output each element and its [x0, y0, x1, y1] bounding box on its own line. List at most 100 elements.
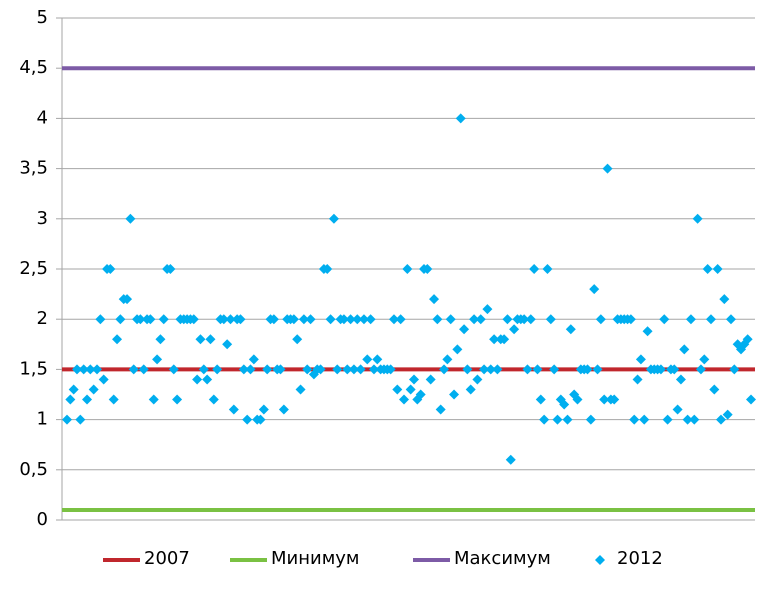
legend-label: 2007 — [144, 548, 190, 569]
point — [372, 354, 383, 365]
point — [465, 384, 476, 395]
y-tick-label: 1,5 — [19, 358, 48, 379]
point — [669, 364, 680, 375]
point — [632, 374, 643, 385]
point — [675, 374, 686, 385]
point — [65, 394, 76, 405]
point — [445, 314, 456, 325]
point — [549, 364, 560, 375]
point — [585, 414, 596, 425]
point — [98, 374, 109, 385]
point — [705, 314, 716, 325]
point — [228, 404, 239, 415]
point — [715, 414, 726, 425]
point — [449, 389, 460, 400]
point — [238, 364, 249, 375]
point — [368, 364, 379, 375]
point — [148, 394, 159, 405]
point — [429, 294, 440, 305]
point — [695, 364, 706, 375]
point — [385, 364, 396, 375]
point — [268, 314, 279, 325]
point — [629, 414, 640, 425]
point — [152, 354, 163, 365]
point — [292, 334, 303, 345]
point — [212, 364, 223, 375]
point — [402, 264, 413, 274]
point — [332, 364, 343, 375]
point — [325, 314, 336, 325]
point — [489, 334, 500, 345]
point — [302, 364, 313, 375]
point — [305, 314, 316, 325]
point — [138, 364, 149, 375]
point — [685, 314, 696, 325]
point — [522, 364, 533, 375]
point — [485, 364, 496, 375]
point — [188, 314, 199, 325]
point — [82, 394, 93, 405]
point — [409, 374, 420, 385]
y-tick-label: 5 — [37, 7, 48, 28]
point — [398, 394, 409, 405]
point — [115, 314, 126, 325]
point — [158, 314, 169, 325]
point — [625, 314, 636, 325]
point — [532, 364, 543, 375]
point — [112, 334, 123, 345]
point — [145, 314, 156, 325]
point — [92, 364, 103, 375]
point — [592, 364, 603, 375]
point — [275, 364, 286, 375]
point — [519, 314, 530, 325]
legend-label: Минимум — [271, 548, 360, 569]
point — [135, 314, 146, 325]
legend-label: 2012 — [617, 548, 663, 569]
point — [172, 394, 183, 405]
point — [452, 344, 463, 355]
point — [602, 163, 613, 174]
point — [475, 314, 486, 325]
point — [572, 394, 583, 405]
point — [128, 364, 139, 375]
point — [672, 404, 683, 415]
point — [295, 384, 306, 395]
point — [75, 414, 86, 425]
point — [545, 314, 556, 325]
point — [415, 389, 426, 400]
point — [635, 354, 646, 365]
point — [729, 364, 740, 375]
y-tick-label: 4 — [37, 107, 48, 128]
point — [225, 314, 236, 325]
point — [482, 304, 493, 315]
point — [202, 374, 213, 385]
point — [208, 394, 219, 405]
point — [722, 409, 733, 420]
point — [655, 364, 666, 375]
point — [559, 399, 570, 410]
point — [589, 284, 600, 295]
point — [278, 404, 289, 415]
point — [432, 314, 443, 325]
point — [255, 414, 266, 425]
legend-swatch — [595, 555, 605, 565]
point — [709, 384, 720, 395]
point — [679, 344, 690, 355]
point — [288, 314, 299, 325]
point — [659, 314, 670, 325]
point — [198, 364, 209, 375]
point — [62, 414, 72, 425]
point — [505, 454, 516, 465]
point — [499, 334, 510, 345]
point — [165, 264, 176, 274]
y-tick-label: 0,5 — [19, 459, 48, 480]
point — [582, 364, 593, 375]
point — [609, 394, 620, 405]
point — [425, 374, 436, 385]
point — [492, 364, 503, 375]
point — [405, 384, 416, 395]
y-tick-label: 1 — [37, 409, 48, 430]
point — [725, 314, 736, 325]
point — [692, 213, 703, 224]
